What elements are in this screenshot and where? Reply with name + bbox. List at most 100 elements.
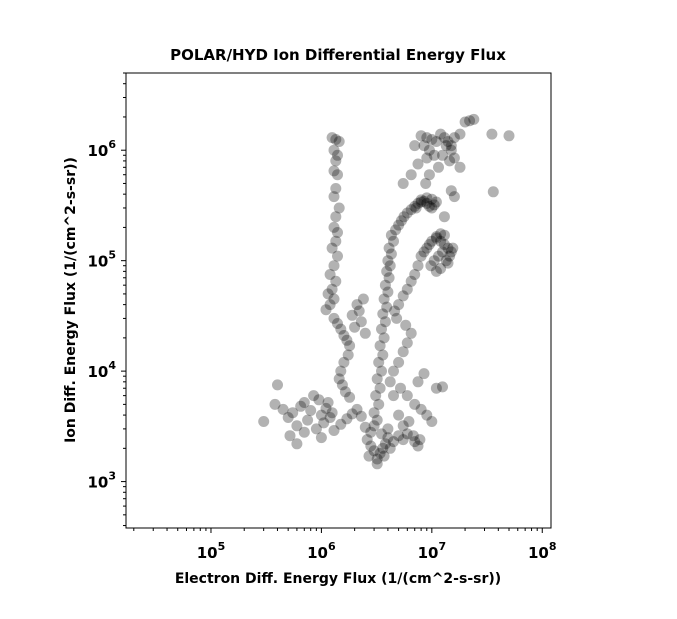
- data-point: [412, 197, 424, 209]
- data-point: [388, 365, 399, 377]
- data-point: [338, 330, 350, 341]
- y-axis-ticks: 103 104 105 106: [87, 72, 126, 527]
- y-tick-label: 105: [87, 249, 116, 271]
- data-point: [397, 290, 409, 302]
- data-point: [393, 299, 405, 311]
- data-point: [430, 265, 442, 277]
- data-point: [448, 132, 460, 144]
- data-point: [437, 246, 448, 258]
- data-point: [313, 394, 325, 406]
- data-point: [370, 390, 382, 402]
- data-point: [393, 356, 405, 368]
- data-point: [468, 113, 480, 125]
- data-point: [444, 250, 456, 262]
- data-point: [401, 207, 413, 219]
- data-point: [355, 410, 367, 422]
- data-point: [420, 178, 432, 189]
- data-point: [381, 265, 393, 277]
- x-tick-label: 107: [418, 540, 447, 562]
- x-tick-label: 108: [528, 540, 557, 562]
- data-point: [333, 136, 345, 147]
- y-axis-label: Ion Diff. Energy Flux (1/(cm^2-s-sr)): [63, 157, 79, 443]
- data-point: [344, 340, 356, 352]
- x-axis-label: Electron Diff. Energy Flux (1/(cm^2-s-sr…: [175, 571, 501, 587]
- data-point: [338, 356, 350, 368]
- data-point: [385, 248, 397, 260]
- data-point: [335, 418, 347, 430]
- data-point: [401, 390, 413, 402]
- data-point: [384, 442, 396, 454]
- data-point: [435, 128, 447, 140]
- data-point: [295, 400, 307, 412]
- data-point: [287, 407, 299, 419]
- data-point: [401, 428, 413, 440]
- data-point: [454, 161, 466, 173]
- data-point: [383, 272, 395, 284]
- y-tick-label: 106: [87, 138, 116, 160]
- data-point: [412, 158, 424, 170]
- data-point: [298, 397, 310, 408]
- data-point: [438, 132, 450, 144]
- data-point: [395, 382, 406, 394]
- data-point: [381, 301, 393, 313]
- data-point: [454, 128, 466, 140]
- data-point: [349, 321, 361, 333]
- data-point: [382, 423, 394, 435]
- data-point: [401, 283, 413, 295]
- data-point: [332, 318, 343, 329]
- data-point: [442, 136, 454, 147]
- data-point: [378, 293, 390, 305]
- data-point: [433, 250, 444, 262]
- x-tick-label: 105: [197, 540, 226, 562]
- data-point: [269, 398, 281, 410]
- chart-title: POLAR/HYD Ion Differential Energy Flux: [170, 46, 506, 64]
- data-point: [435, 235, 447, 247]
- data-point: [377, 442, 389, 454]
- data-point: [415, 403, 427, 415]
- data-point: [428, 199, 440, 211]
- data-point: [371, 453, 383, 465]
- data-point: [351, 299, 363, 311]
- data-point: [393, 219, 405, 231]
- data-point: [445, 246, 457, 258]
- data-point: [438, 211, 450, 223]
- data-point: [368, 407, 380, 419]
- data-point: [435, 263, 447, 274]
- data-point: [423, 239, 435, 250]
- data-point: [377, 308, 389, 320]
- data-point: [418, 195, 430, 207]
- data-point: [351, 403, 363, 415]
- data-point: [336, 379, 348, 391]
- data-point: [378, 450, 390, 462]
- data-point: [412, 440, 424, 452]
- data-point: [330, 235, 342, 247]
- data-point: [400, 319, 412, 331]
- data-point: [403, 416, 415, 427]
- data-point: [388, 390, 399, 402]
- data-point: [344, 391, 356, 403]
- data-point: [353, 305, 365, 317]
- data-point: [324, 299, 336, 311]
- data-point: [341, 334, 353, 346]
- data-point: [464, 115, 476, 127]
- data-point: [322, 397, 334, 408]
- data-point: [388, 436, 399, 448]
- data-point: [397, 178, 409, 189]
- data-point: [379, 438, 391, 450]
- data-point: [385, 229, 397, 241]
- data-point: [333, 373, 345, 385]
- data-point: [409, 140, 421, 152]
- data-point: [373, 398, 385, 410]
- data-point: [487, 186, 499, 198]
- data-point: [330, 134, 342, 145]
- data-point: [330, 275, 342, 287]
- data-point: [428, 255, 440, 267]
- data-point: [374, 447, 386, 459]
- data-point: [376, 428, 387, 440]
- data-point: [384, 376, 396, 388]
- data-point: [384, 260, 396, 272]
- data-point: [435, 228, 447, 240]
- data-point: [315, 409, 327, 421]
- data-point: [328, 144, 340, 156]
- data-point: [397, 346, 409, 358]
